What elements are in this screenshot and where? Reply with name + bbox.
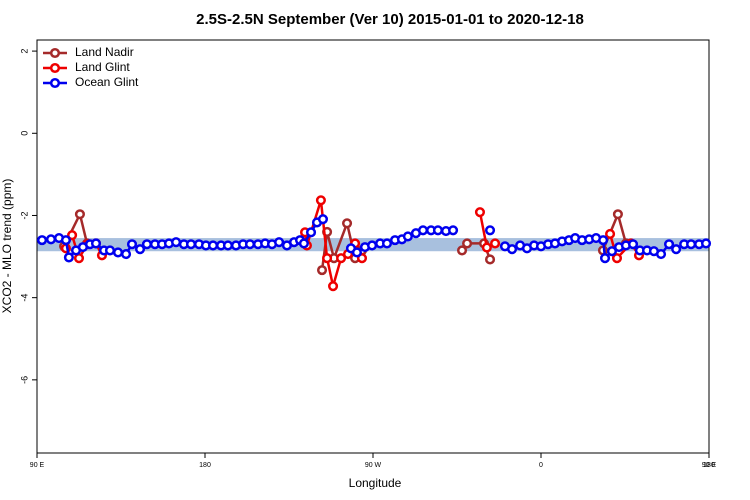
point: [342, 218, 353, 229]
x-axis-label: Longitude: [349, 476, 402, 490]
point: [73, 253, 85, 264]
point: [244, 239, 256, 250]
point: [63, 252, 74, 263]
point: [381, 238, 393, 249]
y-tick-label: 0: [19, 131, 29, 136]
point: [490, 238, 501, 249]
point: [507, 244, 518, 255]
x-tick-label: 0: [539, 462, 543, 469]
point: [120, 249, 132, 260]
point: [298, 238, 309, 249]
point: [655, 249, 667, 260]
point: [484, 254, 496, 265]
legend-label: Land Nadir: [75, 45, 134, 59]
point: [599, 253, 611, 264]
point: [448, 225, 459, 236]
point: [612, 209, 623, 220]
y-axis-label: XCO2 - MLO trend (ppm): [0, 179, 14, 314]
point: [60, 235, 71, 246]
point: [67, 230, 78, 241]
point: [367, 240, 378, 251]
point: [45, 234, 57, 245]
point: [141, 239, 152, 250]
point: [432, 225, 444, 236]
point: [686, 239, 697, 250]
point: [336, 253, 347, 264]
point: [671, 244, 682, 255]
point: [134, 244, 146, 255]
point: [664, 239, 675, 250]
x-tick-label: 180: [199, 462, 211, 469]
legend-marker: [49, 62, 61, 74]
point: [316, 265, 328, 276]
point: [322, 253, 333, 264]
point: [274, 237, 285, 248]
x-tick-label: 90 E: [30, 462, 45, 469]
y-tick-label: -4: [19, 294, 29, 302]
point: [90, 238, 102, 249]
point: [126, 239, 138, 250]
point: [104, 245, 116, 256]
point: [74, 209, 85, 220]
x-tick-label: 180: [703, 462, 715, 469]
chart-title: 2.5S-2.5N September (Ver 10) 2015-01-01 …: [196, 11, 584, 28]
point: [700, 238, 712, 249]
point: [605, 228, 616, 240]
point: [402, 231, 413, 242]
point: [315, 195, 326, 206]
point: [462, 238, 473, 249]
x-tick-label: 90 E: [702, 462, 717, 469]
point: [36, 235, 48, 246]
x-tick-label: 90 W: [365, 462, 382, 469]
point: [627, 239, 639, 250]
legend-marker: [49, 77, 61, 89]
point: [328, 281, 339, 292]
point: [611, 253, 623, 264]
point: [417, 225, 429, 236]
legend-label: Land Glint: [75, 60, 130, 74]
point: [598, 235, 609, 246]
point: [207, 240, 219, 251]
point: [474, 207, 486, 218]
point: [112, 247, 124, 258]
point: [484, 225, 496, 236]
legend-label: Ocean Glint: [75, 75, 139, 89]
point: [317, 214, 329, 225]
point: [481, 242, 492, 253]
point: [305, 227, 317, 238]
legend-marker: [49, 47, 61, 59]
y-tick-label: -2: [19, 211, 29, 219]
y-tick-label: -6: [19, 376, 29, 384]
point: [222, 240, 234, 251]
point: [456, 245, 468, 256]
point: [606, 246, 617, 257]
point: [185, 239, 197, 250]
point: [171, 237, 182, 248]
point: [351, 247, 362, 258]
y-tick-label: 2: [19, 49, 29, 54]
